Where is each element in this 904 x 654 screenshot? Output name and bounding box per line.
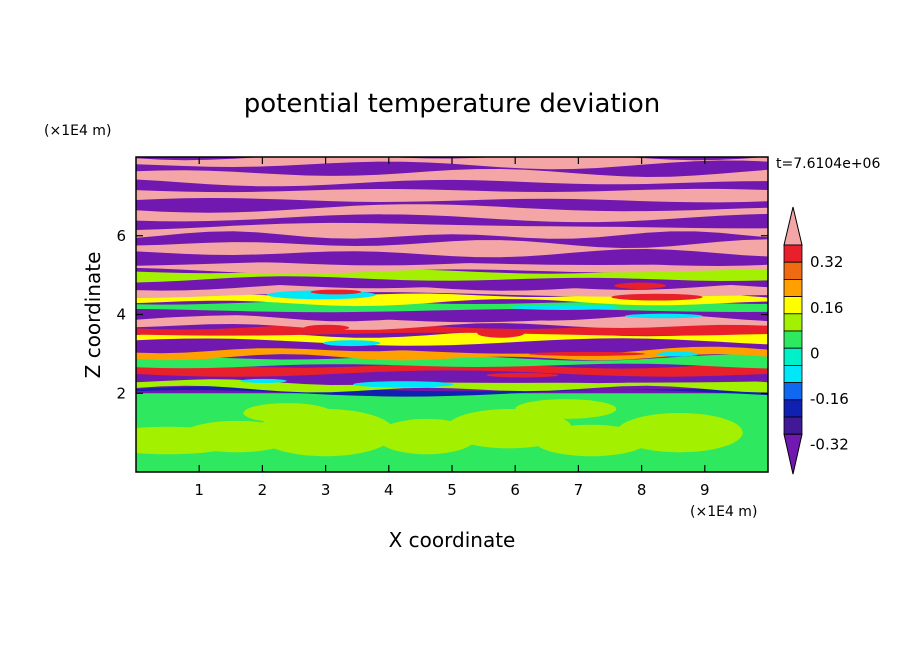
- colorbar-box: [783, 416, 803, 435]
- upper-stripe: [136, 169, 768, 187]
- x-tick-label: 8: [637, 481, 647, 499]
- mid-streak: [310, 289, 362, 295]
- mid-streak: [240, 378, 287, 384]
- colorbar-box: [783, 296, 803, 315]
- time-label: t=7.6104e+06: [776, 156, 880, 172]
- colorbar-label: 0.16: [810, 299, 843, 317]
- x-tick-label: 9: [700, 481, 710, 499]
- x-tick-label: 5: [447, 481, 457, 499]
- colorbar-box: [783, 347, 803, 366]
- mid-layer: [136, 346, 768, 361]
- mid-streak: [625, 313, 703, 319]
- colorbar-label: -0.16: [810, 390, 849, 408]
- colorbar-box: [783, 244, 803, 263]
- colorbar-box: [783, 399, 803, 418]
- lower-patch: [515, 399, 617, 419]
- y-tick-label: 6: [116, 227, 126, 245]
- colorbar-box: [783, 278, 803, 297]
- y-axis: 2 4 6: [116, 227, 768, 402]
- x-tick-label: 2: [258, 481, 268, 499]
- colorbar-box: [783, 261, 803, 280]
- y-tick-label: 2: [116, 384, 126, 402]
- x-tick-label: 4: [384, 481, 394, 499]
- colorbar-box: [783, 364, 803, 383]
- y-axis-label: Z coordinate: [81, 252, 105, 379]
- mid-streak: [528, 351, 646, 356]
- mid-streak: [304, 324, 350, 331]
- mid-layer: [136, 252, 768, 266]
- x-tick-label: 3: [321, 481, 331, 499]
- x-unit-label: (×1E4 m): [690, 504, 757, 520]
- mid-streak: [486, 372, 559, 378]
- mid-streak: [656, 351, 699, 357]
- upper-stripe: [136, 239, 768, 258]
- mid-layer: [136, 275, 768, 290]
- x-axis-label: X coordinate: [389, 528, 516, 552]
- lower-patch: [616, 412, 743, 453]
- mid-streak: [323, 340, 381, 347]
- y-tick-label: 4: [116, 306, 126, 324]
- plot-area: [136, 157, 768, 472]
- colorbar-label: 0: [810, 344, 820, 362]
- x-tick-label: 6: [510, 481, 520, 499]
- colorbar-bottom-arrow: [783, 433, 803, 475]
- x-tick-label: 1: [194, 481, 204, 499]
- mid-streak: [611, 293, 703, 301]
- colorbar-label: -0.32: [810, 436, 849, 454]
- mid-layer: [136, 338, 768, 354]
- chart-title: potential temperature deviation: [244, 89, 660, 119]
- upper-stripe: [136, 204, 768, 223]
- colorbar-box: [783, 382, 803, 401]
- lower-patch: [243, 403, 332, 423]
- mid-layer: [136, 362, 768, 377]
- mid-streak: [509, 304, 620, 310]
- colorbar-box: [783, 313, 803, 332]
- x-axis: 1 2 3 4 5 6 7 8 9: [194, 157, 710, 499]
- colorbar: 0.32 0.16 0 -0.16 -0.32: [783, 206, 849, 475]
- colorbar-top-arrow: [783, 206, 803, 246]
- x-tick-label: 7: [574, 481, 584, 499]
- mid-streak: [614, 282, 666, 290]
- colorbar-box: [783, 330, 803, 349]
- colorbar-label: 0.32: [810, 253, 843, 271]
- mid-layer: [136, 354, 768, 369]
- upper-stripe: [136, 188, 768, 203]
- upper-stripe: [136, 222, 768, 239]
- mid-streak: [353, 381, 454, 388]
- y-unit-label: (×1E4 m): [44, 123, 111, 139]
- mid-streak: [477, 328, 525, 338]
